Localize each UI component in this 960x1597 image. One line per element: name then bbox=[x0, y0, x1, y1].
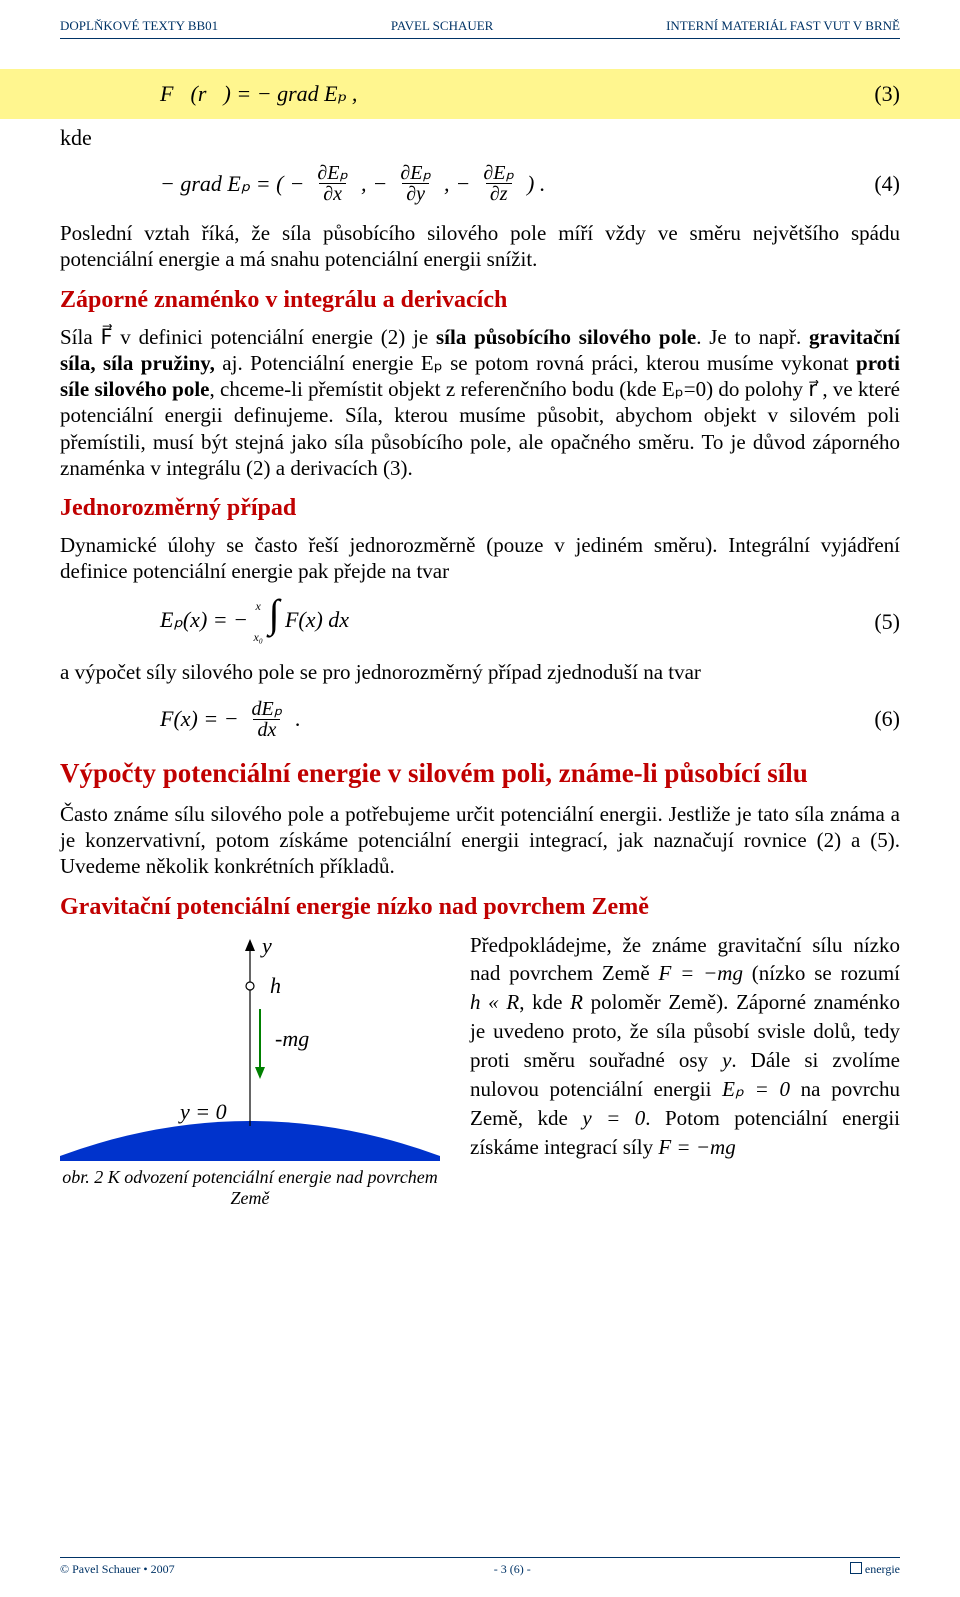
footer-rule bbox=[60, 1557, 900, 1558]
header-rule bbox=[60, 38, 900, 39]
footer-left: © Pavel Schauer • 2007 bbox=[60, 1562, 175, 1577]
footer-right: energie bbox=[850, 1562, 900, 1577]
header-right: INTERNÍ MATERIÁL FAST VUT V BRNĚ bbox=[666, 18, 900, 34]
axis-label-y: y bbox=[260, 933, 272, 958]
force-arrowhead-icon bbox=[255, 1067, 265, 1079]
eq4-suffix: ) . bbox=[527, 171, 545, 197]
footer-center: - 3 (6) - bbox=[494, 1562, 531, 1577]
figure-2-caption: obr. 2 K odvození potenciální energie na… bbox=[60, 1167, 440, 1209]
equation-3-band: F⃗(r⃗) = − grad Eₚ , (3) bbox=[0, 69, 960, 119]
origin-label: y = 0 bbox=[178, 1099, 227, 1124]
para-fig-right: Předpokládejme, že známe gravitační sílu… bbox=[470, 931, 900, 1209]
eq4-partial-3: ∂Eₚ ∂z bbox=[479, 163, 518, 204]
heading-zaporne: Záporné znaménko v integrálu a derivacíc… bbox=[60, 287, 900, 314]
eq4-prefix: − grad Eₚ = ( bbox=[160, 171, 283, 197]
h-marker bbox=[246, 982, 254, 990]
eq4-partial-1: ∂Eₚ ∂x bbox=[313, 163, 352, 204]
para-vypocty: Často známe sílu silového pole a potřebu… bbox=[60, 801, 900, 880]
equation-4: − grad Eₚ = ( − ∂Eₚ ∂x , − ∂Eₚ ∂y , − ∂E… bbox=[160, 163, 900, 204]
para-after-eq4: Poslední vztah říká, že síla působícího … bbox=[60, 220, 900, 273]
force-label: -mg bbox=[275, 1026, 309, 1051]
equation-5: Eₚ(x) = − x x₀ ∫ F(x) dx (5) bbox=[160, 599, 900, 645]
equation-6-number: (6) bbox=[874, 706, 900, 732]
page-icon bbox=[850, 1562, 862, 1574]
figure-2-svg: y h -mg y = 0 bbox=[60, 931, 440, 1161]
heading-gravitacni: Gravitační potenciální energie nízko nad… bbox=[60, 894, 900, 921]
kde-label: kde bbox=[60, 125, 900, 151]
y-axis-arrowhead-icon bbox=[245, 939, 255, 951]
header-center: PAVEL SCHAUER bbox=[391, 18, 493, 34]
para-jednorozmerny: Dynamické úlohy se často řeší jednorozmě… bbox=[60, 532, 900, 585]
heading-vypocty: Výpočty potenciální energie v silovém po… bbox=[60, 758, 900, 789]
earth-arc bbox=[60, 1121, 440, 1161]
para-after-eq5: a výpočet síly silového pole se pro jedn… bbox=[60, 659, 900, 685]
integral-icon: ∫ bbox=[268, 591, 279, 636]
equation-6: F(x) = − dEₚ dx . (6) bbox=[160, 699, 900, 740]
figure-2: y h -mg y = 0 obr. 2 K odvození potenciá… bbox=[60, 931, 440, 1209]
heading-jednorozmerny: Jednorozměrný případ bbox=[60, 495, 900, 522]
h-label: h bbox=[270, 973, 281, 998]
equation-3-number: (3) bbox=[874, 81, 900, 107]
para-zaporne: Síla F⃗ v definici potenciální energie (… bbox=[60, 324, 900, 482]
equation-3-lhs: F⃗(r⃗) = − grad Eₚ , bbox=[160, 81, 357, 107]
equation-4-number: (4) bbox=[874, 171, 900, 197]
footer: © Pavel Schauer • 2007 - 3 (6) - energie bbox=[60, 1551, 900, 1577]
header-left: DOPLŇKOVÉ TEXTY BB01 bbox=[60, 18, 218, 34]
eq4-partial-2: ∂Eₚ ∂y bbox=[396, 163, 435, 204]
equation-5-number: (5) bbox=[874, 609, 900, 635]
